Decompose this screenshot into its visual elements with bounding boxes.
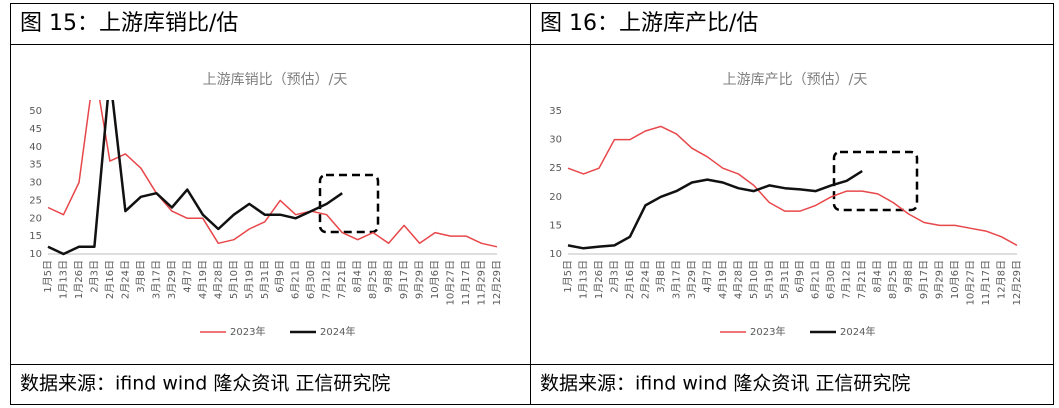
x-tick-label: 5月19日 [763, 260, 775, 299]
x-tick-label: 2月3日 [608, 260, 620, 293]
x-tick-label: 11月17日 [460, 260, 472, 305]
x-tick-label: 5月10日 [228, 260, 240, 299]
series-line [567, 125, 1018, 247]
y-tick-label: 10 [29, 249, 42, 260]
x-tick-label: 10月6日 [949, 260, 961, 299]
x-tick-label: 5月31日 [779, 260, 791, 299]
x-tick-label: 3月17日 [150, 260, 162, 299]
x-tick-label: 9月8日 [383, 260, 395, 293]
x-tick-label: 10月27日 [445, 260, 457, 305]
chart-title: 上游库产比（预估）/天 [723, 72, 868, 88]
x-tick-label: 7月12日 [321, 260, 333, 299]
x-tick-label: 6月9日 [274, 260, 286, 293]
x-tick-label: 1月5日 [42, 260, 54, 293]
x-tick-label: 3月8日 [655, 260, 667, 293]
x-tick-label: 4月28日 [732, 260, 744, 299]
source-note: 数据来源：ifind wind 隆众资讯 正信研究院 [540, 373, 910, 395]
x-tick-label: 10月27日 [965, 260, 977, 305]
x-tick-label: 12月29日 [1011, 260, 1023, 305]
series-line [567, 170, 863, 250]
series-line [47, 100, 343, 256]
y-tick-label: 30 [549, 135, 562, 146]
x-tick-label: 10月6日 [429, 260, 441, 299]
x-tick-label: 2月16日 [624, 260, 636, 299]
x-tick-label: 4月19日 [717, 260, 729, 299]
annotation-box [318, 150, 919, 234]
x-tick-label: 9月17日 [918, 260, 930, 299]
y-tick-label: 45 [29, 124, 42, 135]
x-tick-label: 3月17日 [670, 260, 682, 299]
x-tick-label: 6月9日 [794, 260, 806, 293]
x-tick-label: 11月29日 [476, 260, 488, 305]
x-tick-label: 3月29日 [166, 260, 178, 299]
y-tick-label: 15 [29, 231, 42, 242]
x-tick-label: 2月3日 [88, 260, 100, 293]
x-tick-label: 4月7日 [701, 260, 713, 293]
legend-label: 2024年 [840, 325, 875, 338]
x-tick-label: 1月5日 [562, 260, 574, 293]
x-tick-label: 8月25日 [367, 260, 379, 299]
x-tick-label: 4月28日 [212, 260, 224, 299]
x-tick-label: 6月21日 [290, 260, 302, 299]
y-tick-label: 20 [549, 192, 562, 203]
frame [10, 3, 1054, 405]
x-tick-label: 11月17日 [980, 260, 992, 305]
x-tick-label: 2月16日 [104, 260, 116, 299]
x-tick-label: 2月24日 [119, 260, 131, 299]
x-tick-label: 9月29日 [934, 260, 946, 299]
x-tick-label: 8月4日 [872, 260, 884, 293]
panel-caption: 图 16：上游库产比/估 [540, 11, 758, 36]
y-tick-label: 35 [549, 106, 562, 117]
x-tick-label: 6月30日 [305, 260, 317, 299]
x-tick-label: 1月13日 [57, 260, 69, 299]
x-tick-label: 9月8日 [903, 260, 915, 293]
x-tick-label: 4月19日 [197, 260, 209, 299]
x-tick-label: 1月26日 [593, 260, 605, 299]
x-tick-label: 5月10日 [748, 260, 760, 299]
x-tick-label: 12月29日 [491, 260, 503, 305]
x-tick-label: 5月31日 [259, 260, 271, 299]
y-tick-label: 10 [549, 249, 562, 260]
y-tick-label: 35 [29, 160, 42, 171]
x-tick-label: 1月26日 [73, 260, 85, 299]
x-tick-label: 5月19日 [243, 260, 255, 299]
legend-label: 2023年 [750, 325, 785, 338]
x-tick-label: 8月4日 [352, 260, 364, 293]
y-tick-label: 25 [29, 195, 42, 206]
x-tick-label: 9月17日 [398, 260, 410, 299]
series-line [47, 100, 498, 248]
x-tick-label: 2月24日 [639, 260, 651, 299]
x-tick-label: 7月21日 [856, 260, 868, 299]
x-tick-label: 9月29日 [414, 260, 426, 299]
y-tick-label: 40 [29, 142, 42, 153]
source-note: 数据来源：ifind wind 隆众资讯 正信研究院 [20, 373, 390, 395]
x-tick-label: 6月21日 [810, 260, 822, 299]
y-tick-label: 50 [29, 106, 42, 117]
y-tick-label: 25 [549, 163, 562, 174]
x-tick-label: 12月8日 [996, 260, 1008, 299]
x-tick-label: 1月13日 [577, 260, 589, 299]
x-tick-label: 7月12日 [841, 260, 853, 299]
legend-label: 2023年 [230, 325, 265, 338]
x-tick-label: 6月30日 [825, 260, 837, 299]
legend-label: 2024年 [320, 325, 355, 338]
chart-title: 上游库销比（预估）/天 [203, 72, 348, 88]
panel-caption: 图 15：上游库销比/估 [20, 11, 238, 36]
y-tick-label: 20 [29, 213, 42, 224]
x-tick-label: 8月25日 [887, 260, 899, 299]
x-tick-label: 3月29日 [686, 260, 698, 299]
x-tick-label: 4月7日 [181, 260, 193, 293]
y-tick-label: 15 [549, 220, 562, 231]
x-tick-label: 7月21日 [336, 260, 348, 299]
x-tick-label: 3月8日 [135, 260, 147, 293]
y-tick-label: 30 [29, 178, 42, 189]
